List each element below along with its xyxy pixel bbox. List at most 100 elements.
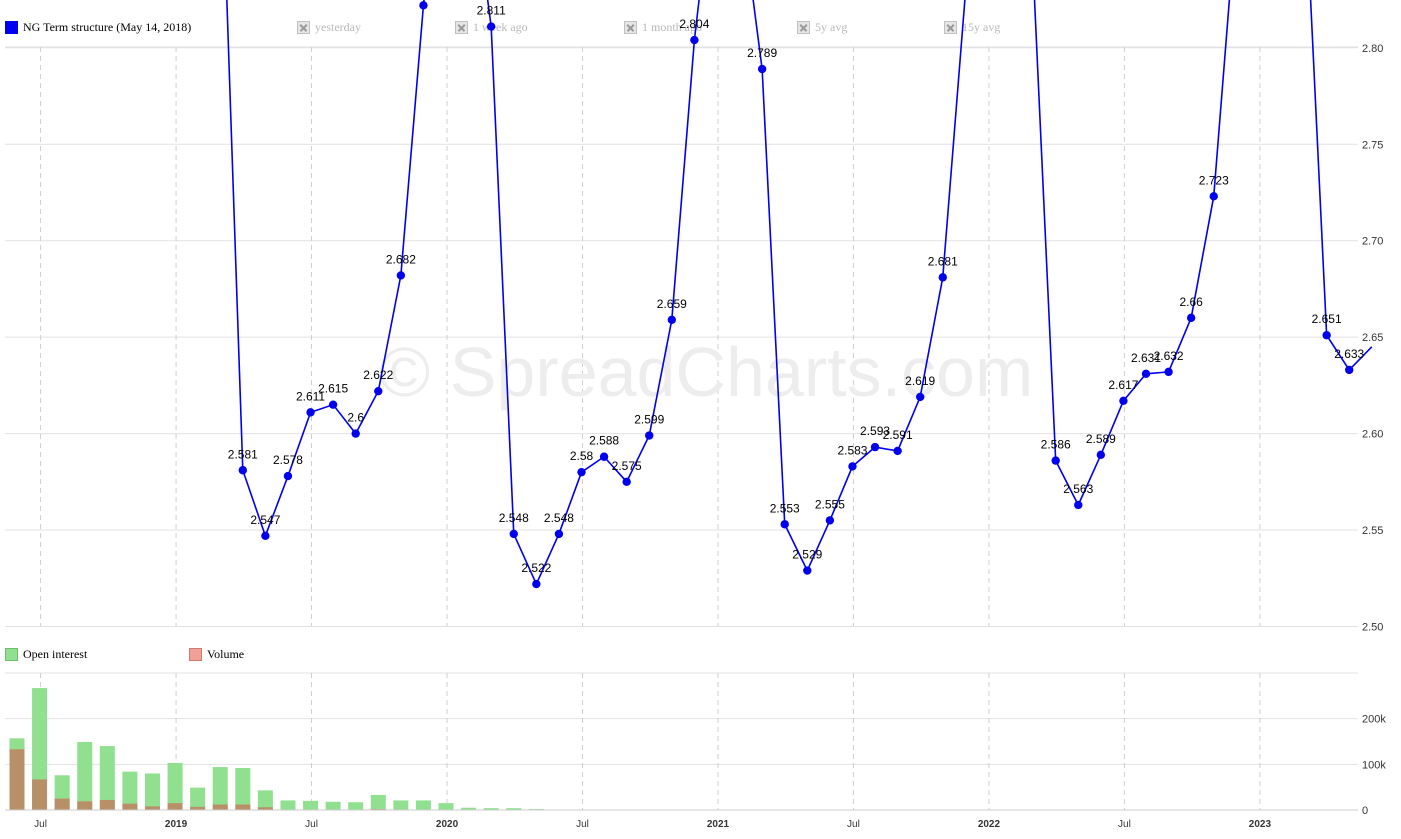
legend-label: 1 week ago: [473, 19, 528, 34]
legend-item-open-interest[interactable]: Open interest: [5, 645, 87, 663]
watermark: © SpreadCharts.com: [379, 333, 1034, 411]
legend-item-5y-avg[interactable]: 5y avg: [797, 18, 847, 36]
y-tick-label: 2.60: [1362, 429, 1383, 441]
legend-label: NG Term structure (May 14, 2018): [23, 19, 192, 34]
legend-item-15y-avg[interactable]: 15y avg: [944, 18, 1000, 36]
data-point: [803, 566, 812, 575]
volume-bar: [212, 804, 228, 810]
data-label: 2.651: [1312, 312, 1342, 326]
data-point: [283, 471, 293, 481]
volume-bar: [9, 749, 25, 810]
data-point: [893, 446, 902, 456]
data-point: [1141, 369, 1151, 379]
data-label: 2.548: [544, 511, 574, 525]
data-label: 2.555: [815, 497, 845, 511]
legend-item-current[interactable]: NG Term structure (May 14, 2018): [5, 18, 191, 36]
data-point: [509, 529, 518, 539]
data-label: 2.619: [905, 374, 935, 388]
data-point: [577, 467, 586, 477]
legend-swatch: [5, 20, 18, 34]
legend-disabled-icon: [624, 20, 637, 34]
data-label: 2.632: [1154, 349, 1184, 363]
x-tick-label: Jul: [1118, 819, 1131, 830]
data-point: [848, 462, 857, 471]
data-point: [645, 431, 654, 440]
data-label: 2.583: [837, 443, 867, 457]
open-interest-bar: [77, 741, 93, 810]
data-point: [1051, 456, 1060, 465]
data-point: [238, 466, 247, 475]
legend-disabled-icon: [797, 20, 810, 34]
data-point: [1119, 396, 1128, 406]
open-interest-bar: [370, 794, 386, 810]
open-interest-bar: [280, 800, 296, 810]
y-tick-label: 0: [1362, 805, 1368, 817]
open-interest-bar: [167, 762, 183, 810]
data-label: 2.789: [747, 46, 777, 60]
open-interest-bar: [190, 787, 206, 810]
data-label: 2.66: [1179, 295, 1203, 309]
data-label: 2.578: [273, 453, 303, 467]
data-label: 2.599: [634, 413, 664, 427]
data-point: [622, 477, 631, 487]
legend-item-1-week-ago[interactable]: 1 week ago: [455, 18, 528, 36]
y-tick-label: 100k: [1362, 759, 1386, 771]
legend-item-yesterday[interactable]: yesterday: [297, 18, 361, 36]
data-label: 2.659: [657, 297, 687, 311]
open-interest-bar: [348, 802, 364, 810]
data-point: [486, 22, 496, 31]
volume-bar: [144, 806, 160, 810]
open-interest-bar: [122, 771, 138, 810]
data-labels: 2.8422.8592.8692.8512.8592.8972.9973.077…: [228, 4, 1365, 575]
open-interest-bar: [483, 808, 499, 810]
x-tick-label: Jul: [34, 819, 47, 830]
data-point: [667, 315, 677, 324]
data-point: [261, 531, 270, 541]
data-label: 2.581: [228, 447, 258, 461]
x-tick-label: 2019: [165, 819, 188, 830]
data-label: 2.633: [1334, 347, 1364, 361]
open-interest-bar: [393, 800, 409, 810]
data-label: 2.804: [679, 17, 709, 31]
legend-disabled-icon: [297, 20, 310, 34]
legend-disabled-icon: [455, 20, 468, 34]
legend-swatch: [189, 647, 202, 661]
legend-item-1-month-ago[interactable]: 1 month ago: [624, 18, 702, 36]
open-interest-bar: [438, 803, 454, 810]
line-chart-grid: 2.502.552.602.652.702.752.802.852.902.95…: [5, 43, 1383, 634]
data-label: 2.617: [1108, 378, 1138, 392]
data-label: 2.611: [296, 389, 325, 403]
open-interest-bar: [99, 746, 115, 810]
bar-series: [9, 688, 1357, 811]
x-tick-label: Jul: [576, 819, 589, 830]
data-point: [870, 442, 880, 452]
data-point: [328, 400, 338, 409]
data-point: [419, 1, 428, 10]
data-label: 2.593: [860, 424, 890, 438]
volume-bar: [77, 801, 93, 810]
data-label: 2.6: [347, 411, 364, 425]
data-point: [1096, 450, 1106, 460]
legend-item-volume[interactable]: Volume: [189, 645, 244, 663]
data-point: [351, 429, 360, 438]
data-label: 2.631: [1131, 351, 1161, 365]
y-tick-label: 200k: [1362, 714, 1386, 726]
x-tick-label: 2023: [1249, 819, 1272, 830]
data-label: 2.811: [477, 4, 506, 18]
data-label: 2.548: [499, 511, 529, 525]
legend-label: 5y avg: [815, 19, 848, 34]
legend-label: Open interest: [23, 646, 88, 661]
x-tick-label: 2022: [978, 819, 1001, 830]
open-interest-bar: [212, 767, 228, 810]
data-label: 2.682: [386, 252, 416, 266]
data-point: [1164, 367, 1173, 377]
legend-label: 15y avg: [962, 19, 1001, 34]
volume-bar: [190, 806, 206, 810]
x-grid: Jul 2019 Jul 2020 Jul 2021 Jul 2022 Jul 2023: [34, 47, 1271, 830]
data-point: [599, 452, 609, 461]
data-point: [1074, 500, 1083, 510]
data-label: 2.588: [589, 434, 619, 448]
volume-bar: [167, 803, 183, 810]
bar-chart-grid: 0 100k 200k: [5, 672, 1386, 817]
